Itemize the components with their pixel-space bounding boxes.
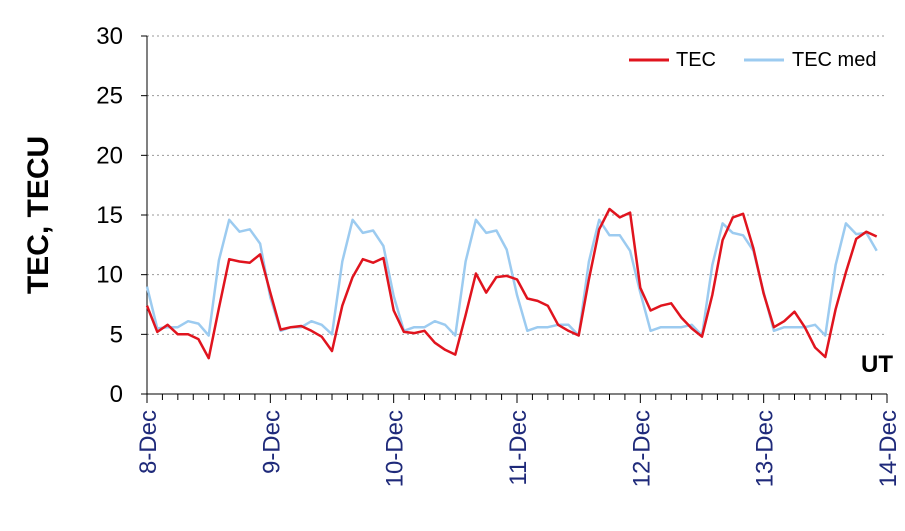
legend-label-tec: TEC bbox=[676, 49, 716, 71]
x-axis-title: UT bbox=[861, 351, 893, 378]
y-tick-label: 10 bbox=[96, 262, 123, 289]
y-tick-label: 0 bbox=[110, 381, 123, 408]
y-tick-label: 5 bbox=[110, 321, 123, 348]
x-tick-label: 12-Dec bbox=[628, 410, 655, 487]
legend: TEC TEC med bbox=[629, 49, 876, 71]
x-tick-labels: 8-Dec 9-Dec 10-Dec 11-Dec 12-Dec 13-Dec 14-Dec bbox=[135, 410, 902, 487]
y-tick-label: 20 bbox=[96, 142, 123, 169]
x-tick-label: 10-Dec bbox=[382, 410, 409, 487]
y-tick-label: 15 bbox=[96, 202, 123, 229]
gridlines bbox=[147, 35, 887, 335]
y-tick-label: 25 bbox=[96, 83, 123, 110]
x-tick-label: 11-Dec bbox=[505, 410, 532, 486]
y-tick-labels: 0 5 10 15 20 25 30 bbox=[96, 23, 147, 408]
x-tick-label: 14-Dec bbox=[875, 410, 902, 487]
x-tick-label: 9-Dec bbox=[258, 410, 285, 474]
series-lines bbox=[145, 207, 878, 360]
x-tick-label: 8-Dec bbox=[135, 410, 162, 474]
y-tick-label: 30 bbox=[96, 23, 123, 50]
series-line-tec bbox=[145, 207, 878, 360]
x-minor-ticks bbox=[146, 394, 888, 403]
legend-label-tec-med: TEC med bbox=[792, 49, 876, 71]
y-axis-title: TEC, TECU bbox=[22, 136, 55, 294]
x-tick-label: 13-Dec bbox=[752, 410, 779, 487]
